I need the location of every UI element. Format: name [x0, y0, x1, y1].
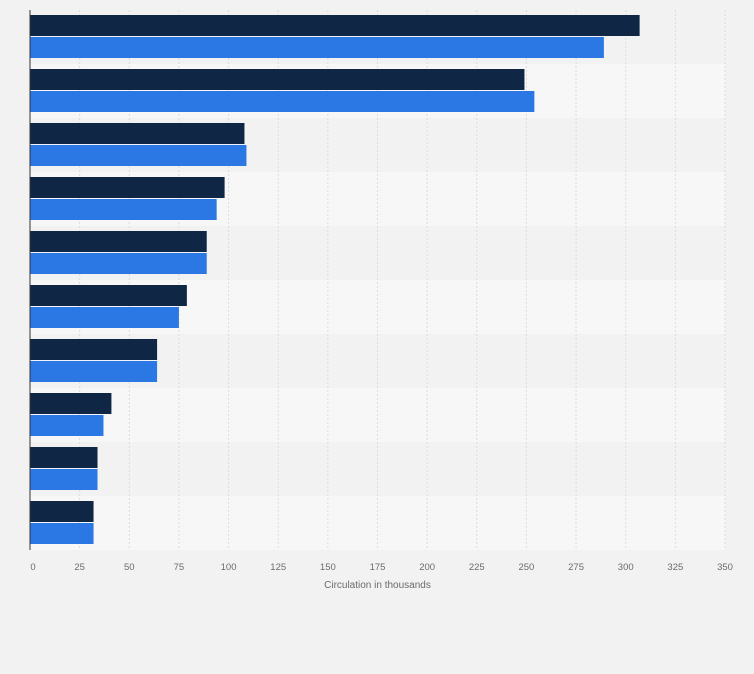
bar-series-1-row-5[interactable]: [30, 231, 207, 252]
x-tick-label: 125: [270, 562, 286, 573]
bar-series-1-row-10[interactable]: [30, 501, 94, 522]
bar-series-1-row-1[interactable]: [30, 15, 640, 36]
bar-series-1-row-6[interactable]: [30, 285, 187, 306]
x-axis-ticks: 0 25 50 75 100 125 150 175 200 225 250 275 300 325 350: [30, 562, 733, 573]
x-tick-label: 350: [717, 562, 733, 573]
bar-series-2-row-10[interactable]: [30, 523, 94, 544]
bar-series-2-row-9[interactable]: [30, 469, 98, 490]
x-tick-label: 0: [30, 562, 35, 573]
bar-series-1-row-3[interactable]: [30, 123, 245, 144]
x-tick-label: 275: [568, 562, 584, 573]
bar-series-1-row-9[interactable]: [30, 447, 98, 468]
bar-series-2-row-1[interactable]: [30, 37, 604, 58]
x-tick-label: 25: [74, 562, 85, 573]
bar-series-2-row-7[interactable]: [30, 361, 158, 382]
x-axis-title: Circulation in thousands: [324, 580, 431, 591]
x-tick-label: 250: [518, 562, 534, 573]
x-tick-label: 150: [320, 562, 336, 573]
x-tick-label: 175: [370, 562, 386, 573]
bar-series-2-row-8[interactable]: [30, 415, 104, 436]
x-tick-label: 300: [618, 562, 634, 573]
bar-series-1-row-7[interactable]: [30, 339, 158, 360]
x-tick-label: 225: [469, 562, 485, 573]
bar-series-1-row-2[interactable]: [30, 69, 525, 90]
x-tick-label: 75: [174, 562, 185, 573]
bars-group: [30, 15, 640, 544]
bar-series-2-row-3[interactable]: [30, 145, 247, 166]
x-tick-label: 50: [124, 562, 135, 573]
x-tick-label: 325: [667, 562, 683, 573]
bar-series-1-row-4[interactable]: [30, 177, 225, 198]
bar-series-2-row-5[interactable]: [30, 253, 207, 274]
bar-series-1-row-8[interactable]: [30, 393, 112, 414]
bar-series-2-row-2[interactable]: [30, 91, 535, 112]
x-tick-label: 100: [221, 562, 237, 573]
bar-series-2-row-6[interactable]: [30, 307, 179, 328]
x-tick-label: 200: [419, 562, 435, 573]
bar-series-2-row-4[interactable]: [30, 199, 217, 220]
